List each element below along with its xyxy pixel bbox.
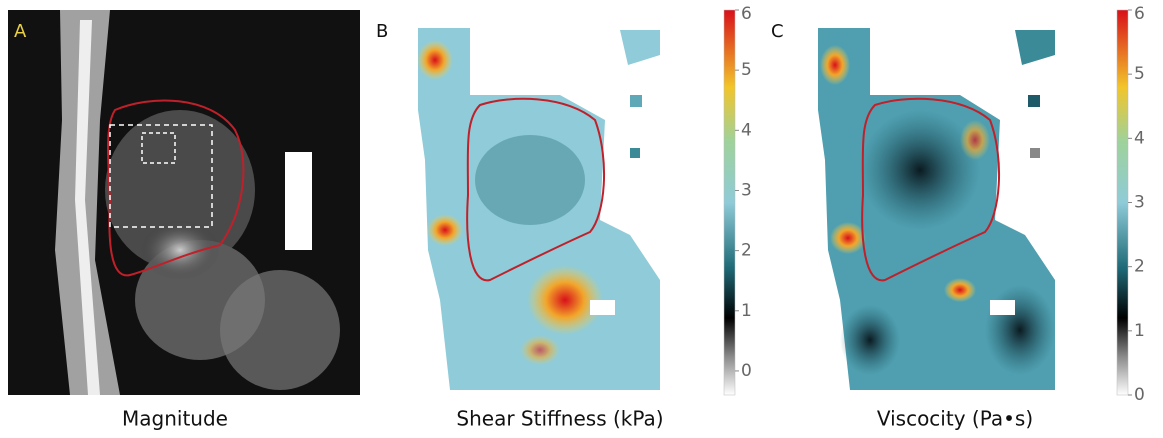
- colorbar-tick-label: 2: [1134, 257, 1145, 277]
- colorbar-tick-label: 0: [741, 361, 752, 381]
- viscosity-map: [765, 10, 1110, 395]
- colorbar-tick-label: 2: [741, 241, 752, 261]
- colorbar-tick-label: 6: [741, 4, 752, 24]
- colorbar-tick-label: 5: [1134, 64, 1145, 84]
- colorbar-tick-label: 4: [1134, 128, 1145, 148]
- panel-caption: Viscocity (Pa•s): [877, 407, 1033, 431]
- panel-caption: Magnitude: [122, 407, 228, 431]
- colorbar: [1116, 9, 1129, 396]
- panel-letter: B: [376, 21, 388, 42]
- colorbar-tick-label: 4: [741, 120, 752, 140]
- panel-letter: A: [14, 21, 27, 42]
- stiffness-map: [370, 10, 720, 395]
- magnitude-image: [8, 10, 360, 395]
- colorbar-tick-label: 3: [741, 180, 752, 200]
- panel-caption: Shear Stiffness (kPa): [456, 407, 663, 431]
- colorbar-tick-label: 3: [1134, 193, 1145, 213]
- colorbar-tick-label: 5: [741, 60, 752, 80]
- colorbar-tick-label: 6: [1134, 4, 1145, 24]
- colorbar-tick-label: 1: [1134, 321, 1145, 341]
- colorbar-tick-label: 1: [741, 301, 752, 321]
- colorbar-tick-label: 0: [1134, 385, 1145, 405]
- panel-letter: C: [771, 21, 784, 42]
- colorbar: [723, 9, 736, 396]
